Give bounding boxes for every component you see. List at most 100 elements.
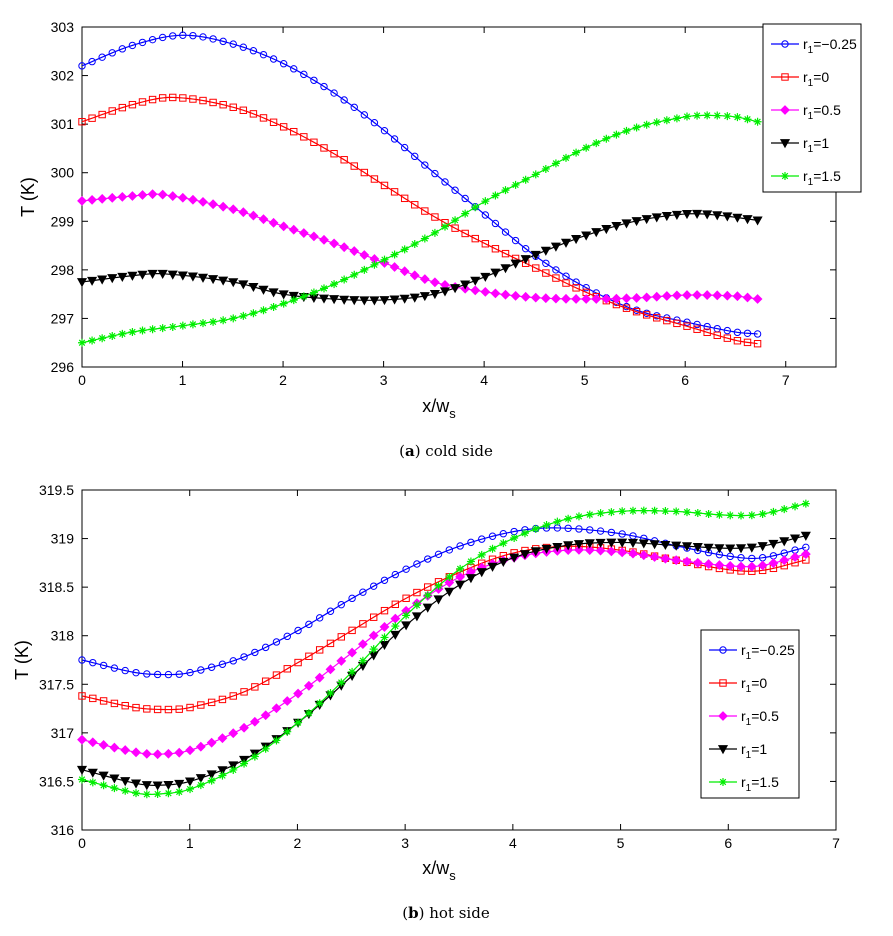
- data-point: [187, 272, 198, 282]
- data-point: [350, 270, 359, 279]
- data-point: [186, 785, 195, 794]
- legend-label: r1=−0.25: [741, 642, 795, 662]
- data-point: [753, 339, 762, 348]
- data-point: [596, 527, 605, 535]
- data-point: [542, 259, 550, 268]
- data-point: [606, 538, 617, 548]
- data-point: [271, 703, 282, 714]
- caption: (a) cold side: [399, 442, 493, 460]
- data-point: [259, 50, 268, 59]
- data-point: [606, 546, 617, 557]
- data-point: [692, 557, 703, 568]
- data-point: [542, 269, 550, 277]
- data-point: [250, 752, 259, 761]
- data-point: [249, 47, 258, 55]
- data-point: [663, 316, 671, 325]
- data-point: [130, 779, 142, 789]
- data-point: [732, 291, 743, 302]
- data-point: [501, 186, 510, 195]
- data-point: [228, 728, 239, 739]
- data-point: [238, 207, 249, 218]
- data-point: [500, 289, 511, 300]
- data-point: [421, 161, 429, 169]
- data-point: [128, 41, 137, 50]
- data-point: [340, 156, 348, 164]
- data-point: [390, 630, 401, 640]
- data-point: [330, 280, 339, 289]
- x-axis-label: x/ws: [422, 396, 456, 421]
- data-point: [564, 524, 572, 533]
- data-point: [320, 82, 328, 91]
- data-point: [217, 766, 228, 776]
- plot-frame: [81, 26, 837, 368]
- data-point: [248, 282, 259, 293]
- data-point: [572, 284, 580, 292]
- data-point: [445, 546, 454, 554]
- data-point: [261, 643, 270, 652]
- data-point: [272, 736, 281, 745]
- data-point: [89, 694, 97, 703]
- data-point: [290, 65, 298, 73]
- data-point: [430, 228, 439, 237]
- data-point: [186, 668, 194, 677]
- data-point: [279, 299, 288, 308]
- data-point: [439, 287, 451, 297]
- data-point: [413, 560, 421, 568]
- legend-label: r1=0: [741, 675, 767, 695]
- data-point: [88, 114, 96, 122]
- data-point: [683, 112, 692, 121]
- legend-marker: [779, 139, 791, 149]
- data-point: [98, 53, 106, 61]
- data-point: [574, 544, 584, 555]
- data-point: [78, 118, 86, 126]
- data-point: [175, 787, 184, 796]
- data-point: [753, 117, 762, 126]
- data-point: [491, 245, 500, 253]
- x-tick-label: 6: [724, 835, 732, 851]
- data-point: [480, 272, 491, 282]
- data-point: [661, 507, 670, 516]
- data-point: [423, 591, 432, 600]
- data-point: [540, 246, 551, 256]
- data-point: [229, 40, 237, 48]
- data-point: [206, 770, 217, 780]
- data-point: [179, 94, 187, 102]
- data-point: [552, 274, 560, 282]
- data-point: [520, 255, 531, 265]
- data-point: [521, 175, 530, 184]
- data-point: [209, 35, 217, 43]
- data-point: [330, 89, 338, 97]
- data-point: [723, 112, 732, 121]
- data-point: [552, 266, 560, 274]
- data-point: [530, 547, 541, 557]
- data-point: [97, 193, 108, 204]
- data-point: [391, 570, 400, 579]
- data-point: [88, 778, 97, 787]
- data-point: [584, 545, 595, 555]
- data-point: [481, 240, 490, 248]
- data-point: [399, 294, 410, 304]
- data-point: [752, 294, 763, 304]
- data-point: [434, 581, 443, 590]
- data-point: [272, 671, 281, 679]
- data-point: [671, 541, 682, 551]
- data-point: [682, 556, 692, 567]
- data-point: [574, 512, 583, 521]
- data-point: [737, 511, 746, 520]
- data-point: [487, 562, 498, 572]
- data-point: [369, 645, 378, 654]
- data-point: [551, 159, 560, 168]
- legend-marker: [719, 646, 727, 654]
- data-point: [779, 555, 790, 566]
- data-point: [380, 633, 389, 642]
- data-point: [76, 278, 88, 288]
- data-point: [141, 781, 152, 791]
- data-point: [672, 507, 681, 516]
- legend: r1=−0.25 r1=0 r1=0.5 r1=1 r1=1.5: [762, 23, 862, 193]
- data-point: [465, 574, 476, 584]
- data-point: [350, 162, 358, 170]
- data-point: [339, 295, 350, 305]
- data-point: [419, 292, 430, 302]
- data-point: [148, 95, 157, 104]
- data-point: [501, 249, 510, 258]
